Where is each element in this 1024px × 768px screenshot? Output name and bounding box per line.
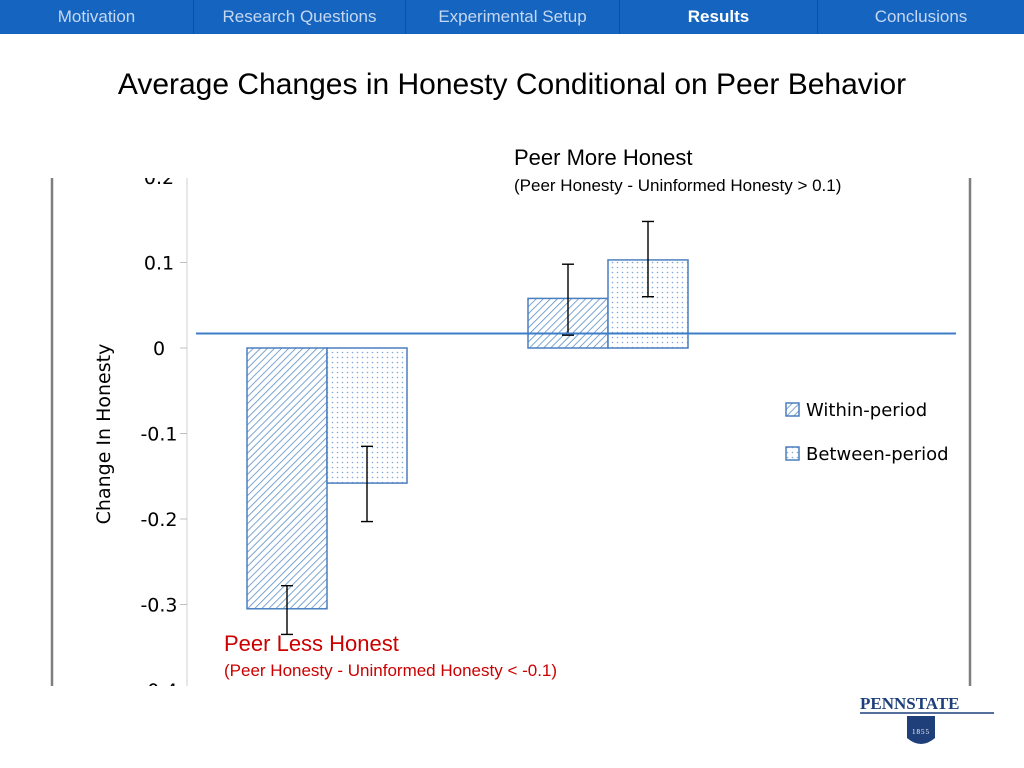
annotation-peer-less-honest: Peer Less Honest — [224, 631, 399, 656]
logo-wordmark: PENNSTATE — [860, 694, 960, 713]
y-tick-label: 0.2 — [144, 167, 174, 189]
nav-motivation[interactable]: Motivation — [0, 0, 194, 34]
pennstate-logo: PENNSTATE 1855 — [860, 694, 994, 744]
navigation-bar: Motivation Research Questions Experiment… — [0, 0, 1024, 34]
legend-label-between-period: Between-period — [806, 444, 949, 465]
annotation-peer-more-honest: Peer More Honest — [514, 145, 693, 170]
annotation-peer-less-honest-condition: (Peer Honesty - Uninformed Honesty < -0.… — [224, 661, 558, 680]
shield-icon — [907, 716, 935, 744]
y-tick-label: -0.3 — [140, 595, 177, 617]
error-bar — [642, 220, 654, 298]
nav-experimental-setup[interactable]: Experimental Setup — [406, 0, 620, 34]
logo-year: 1855 — [912, 728, 930, 736]
nav-research-questions[interactable]: Research Questions — [194, 0, 406, 34]
error-bar — [361, 445, 373, 523]
legend-label-within-period: Within-period — [806, 400, 927, 421]
error-bar — [562, 263, 574, 336]
legend-swatch-between-period — [785, 446, 800, 461]
bar-within-period-peer-less-honest — [246, 347, 328, 610]
y-tick-label: -0.4 — [140, 680, 177, 702]
y-axis-label: Change In Honesty — [93, 344, 115, 525]
page-title: Average Changes in Honesty Conditional o… — [117, 68, 907, 101]
nav-conclusions[interactable]: Conclusions — [874, 7, 968, 26]
legend-swatch-within-period — [785, 402, 800, 417]
y-tick-label: -0.2 — [140, 509, 177, 531]
y-tick-label: -0.1 — [140, 424, 177, 446]
y-tick-label: 0 — [153, 338, 165, 360]
y-tick-label: 0.1 — [144, 253, 174, 275]
nav-results[interactable]: Results — [620, 0, 818, 34]
legend: Within-period Between-period — [785, 400, 949, 465]
error-bar — [281, 584, 293, 636]
annotation-peer-more-honest-condition: (Peer Honesty - Uninformed Honesty > 0.1… — [514, 176, 842, 195]
